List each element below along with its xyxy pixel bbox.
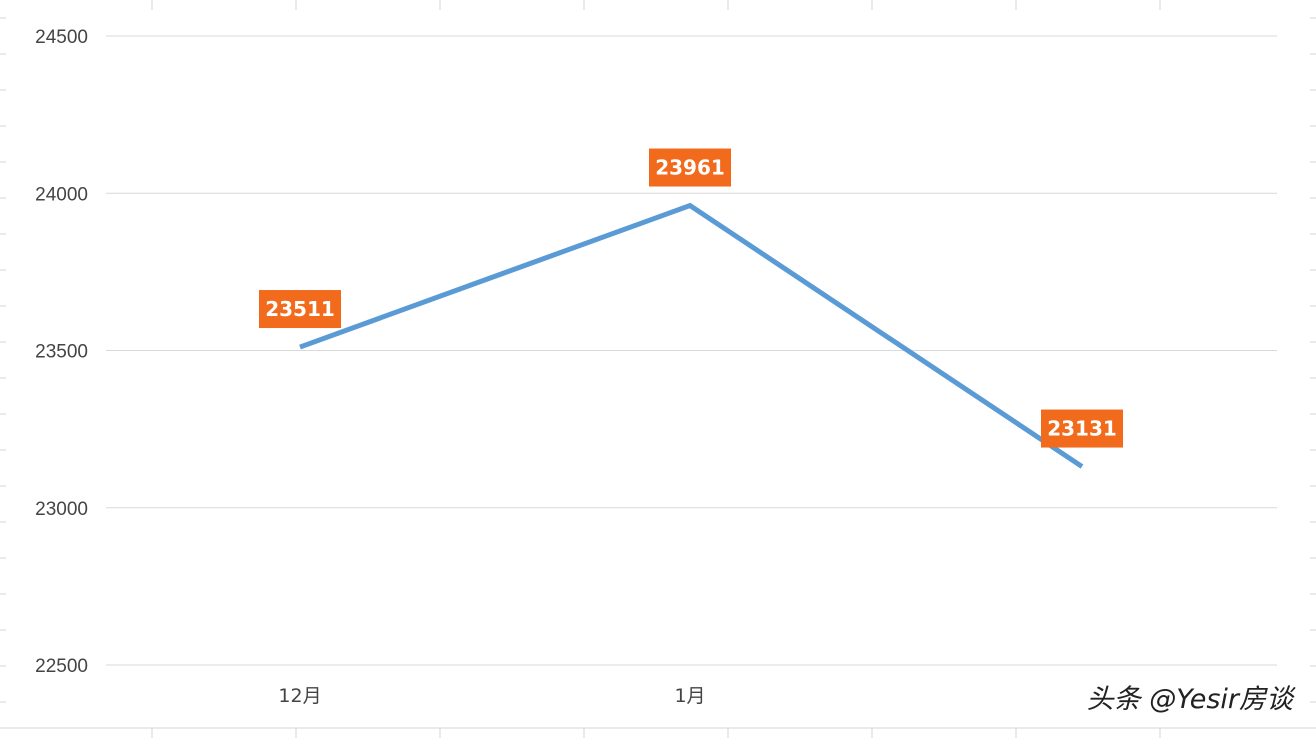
y-tick-label-2: 23500 (35, 342, 88, 363)
y-tick-label-4: 24500 (35, 27, 88, 48)
data-label-text-1: 23961 (655, 156, 725, 180)
data-label-text-2: 23131 (1047, 417, 1117, 441)
series-line (299, 202, 1084, 469)
x-axis: 12月 1月 (278, 685, 705, 707)
data-label-0: 23511 (259, 290, 341, 329)
y-tick-label-3: 24000 (35, 184, 88, 205)
data-label-box-0 (259, 290, 341, 329)
data-label-box-2 (1041, 409, 1123, 448)
data-label-box-1 (649, 148, 731, 187)
gridlines (106, 35, 1277, 666)
data-labels: 23511 23961 23131 (259, 148, 1123, 448)
data-label-text-0: 23511 (265, 297, 335, 321)
y-axis: 22500 23000 23500 24000 24500 (35, 27, 88, 677)
y-tick-label-1: 23000 (35, 499, 88, 520)
series-line-path (299, 202, 1084, 469)
x-category-label-1: 1月 (674, 685, 705, 707)
y-tick-label-0: 22500 (35, 656, 88, 677)
x-category-label-0: 12月 (278, 685, 321, 707)
data-label-2: 23131 (1041, 409, 1123, 448)
watermark-text: 头条 @Yesir房谈 (1087, 684, 1296, 715)
data-label-1: 23961 (649, 148, 731, 187)
